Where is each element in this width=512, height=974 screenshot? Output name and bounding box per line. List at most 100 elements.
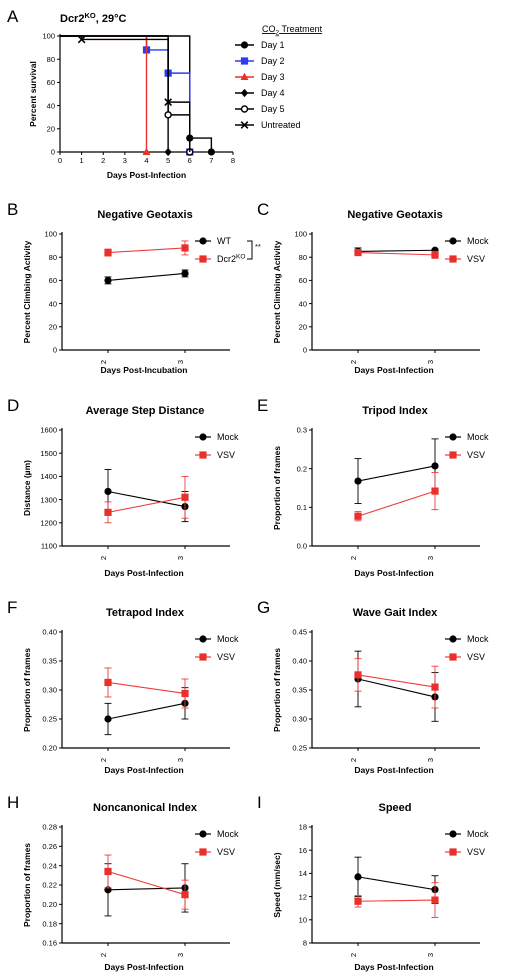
legend-swatch-marker: [199, 848, 207, 856]
data-point: [77, 35, 86, 44]
x-tick-label: 2: [99, 556, 108, 560]
legend-title-post: Treatment: [279, 24, 323, 34]
series-line-wt: [107, 272, 186, 281]
y-tick-label: 40: [47, 101, 55, 110]
y-tick-label: 0.24: [42, 861, 57, 870]
legend-swatch-marker: [199, 635, 207, 643]
chart-panel-i: I Speed 8 10 12 14 16 18 2 3 Days Post-Infection Sp…: [257, 793, 489, 972]
y-tick-label: 0.30: [42, 686, 57, 695]
data-point: [354, 873, 362, 881]
survival-chart: A Dcr2KO, 29°C 0 20 40 60 80 100 0 1 2 3 4 5 6 7 8 Days P…: [7, 7, 323, 180]
legend-label: Mock: [217, 634, 239, 644]
panel-label-d: D: [7, 396, 19, 415]
x-tick-label: 4: [144, 156, 148, 165]
data-point: [431, 462, 439, 470]
legend-label-sup: KO: [236, 254, 245, 261]
series-line-vsv: [107, 496, 186, 513]
data-point: [104, 487, 112, 496]
data-point: [181, 493, 189, 501]
legend-label: VSV: [217, 652, 235, 662]
series-line-mock: [357, 876, 436, 891]
y-tick-label: 20: [299, 323, 307, 332]
data-point: [181, 689, 189, 698]
y-tick-label: 0.26: [42, 842, 57, 851]
y-tick-label: 10: [299, 916, 307, 925]
x-tick-label: 3: [176, 758, 185, 762]
legend-swatch-marker: [199, 433, 207, 441]
data-point: [431, 896, 439, 904]
y-tick-label: 0: [303, 346, 307, 355]
legend-title-sub: 2: [276, 30, 280, 37]
chart-panel-g: G Wave Gait Index 0.25 0.30 0.35 0.40 0.45 2 3 Da…: [257, 598, 489, 775]
legend-swatch-marker: [199, 830, 207, 838]
panel-label-i: I: [257, 793, 262, 812]
legend-swatch-marker: [240, 57, 249, 65]
data-point: [207, 148, 215, 156]
legend-label: VSV: [467, 847, 485, 857]
y-tick-label: 0.40: [292, 657, 307, 666]
y-tick-label: 14: [299, 869, 307, 878]
data-point: [181, 269, 189, 278]
chart-panel-f: F Tetrapod Index 0.20 0.25 0.30 0.35 0.40 2 3 Day…: [7, 598, 239, 775]
y-tick-label: 80: [299, 253, 307, 262]
chart-title-sup: KO: [84, 11, 95, 20]
x-axis-label: Days Post-Infection: [104, 765, 183, 775]
legend-label: VSV: [467, 450, 485, 460]
y-tick-label: 0: [51, 148, 55, 157]
y-tick-label: 8: [303, 939, 307, 948]
legend-swatch-marker: [449, 237, 457, 245]
x-tick-label: 3: [123, 156, 127, 165]
x-tick-label: 3: [176, 556, 185, 560]
legend-label: VSV: [217, 450, 235, 460]
legend-label-base: Dcr2: [217, 254, 236, 264]
y-tick-label: 1100: [41, 542, 57, 551]
legend-label: Day 3: [261, 72, 285, 82]
y-axis-label: Proportion of frames: [272, 648, 282, 732]
y-tick-label: 0.35: [42, 657, 57, 666]
y-tick-label: 100: [44, 230, 57, 239]
chart-title: Tripod Index: [362, 405, 428, 417]
y-tick-label: 40: [49, 299, 57, 308]
y-tick-label: 60: [49, 276, 57, 285]
series-line-mock: [357, 249, 436, 252]
y-axis-label: Proportion of frames: [272, 446, 282, 530]
data-point: [164, 147, 172, 157]
legend-swatch-marker: [240, 88, 249, 98]
y-tick-label: 0.25: [292, 744, 307, 753]
legend-label: Untreated: [261, 120, 301, 130]
series-line-untreated: [60, 35, 191, 152]
x-tick-label: 3: [176, 360, 185, 364]
series-line-vsv: [357, 252, 436, 256]
legend-title-pre: CO: [262, 24, 276, 34]
data-point: [104, 678, 112, 687]
chart-panel-e: E Tripod Index 0.0 0.1 0.2 0.3 2 3 Days Post-Inf…: [257, 396, 489, 578]
x-tick-label: 2: [349, 758, 358, 762]
x-tick-label: 8: [231, 156, 235, 165]
y-axis-label: Proportion of frames: [22, 648, 32, 732]
y-tick-label: 0.16: [42, 939, 57, 948]
legend-swatch-marker: [449, 255, 457, 263]
x-tick-label: 7: [209, 156, 213, 165]
y-tick-label: 0.2: [297, 464, 307, 473]
legend-swatch-marker: [449, 433, 457, 441]
legend-label: Mock: [467, 829, 489, 839]
x-tick-label: 2: [101, 156, 105, 165]
panel-label-h: H: [7, 793, 19, 812]
data-point: [354, 477, 362, 485]
chart-title-base: Dcr2: [60, 13, 84, 25]
data-point: [431, 683, 439, 691]
x-axis-label: Days Post-Infection: [354, 962, 433, 972]
y-tick-label: 80: [47, 55, 55, 64]
chart-title: Tetrapod Index: [106, 607, 185, 619]
legend-swatch-marker: [240, 41, 249, 49]
legend-swatch-marker: [240, 121, 249, 129]
series-line-day-5: [60, 35, 191, 152]
y-tick-label: 0.3: [297, 426, 307, 435]
y-tick-label: 12: [299, 892, 307, 901]
chart-title: Speed: [378, 802, 411, 814]
significance-bracket: [247, 240, 253, 260]
y-tick-label: 1400: [40, 472, 57, 481]
y-tick-label: 40: [299, 299, 307, 308]
x-tick-label: 3: [176, 953, 185, 957]
